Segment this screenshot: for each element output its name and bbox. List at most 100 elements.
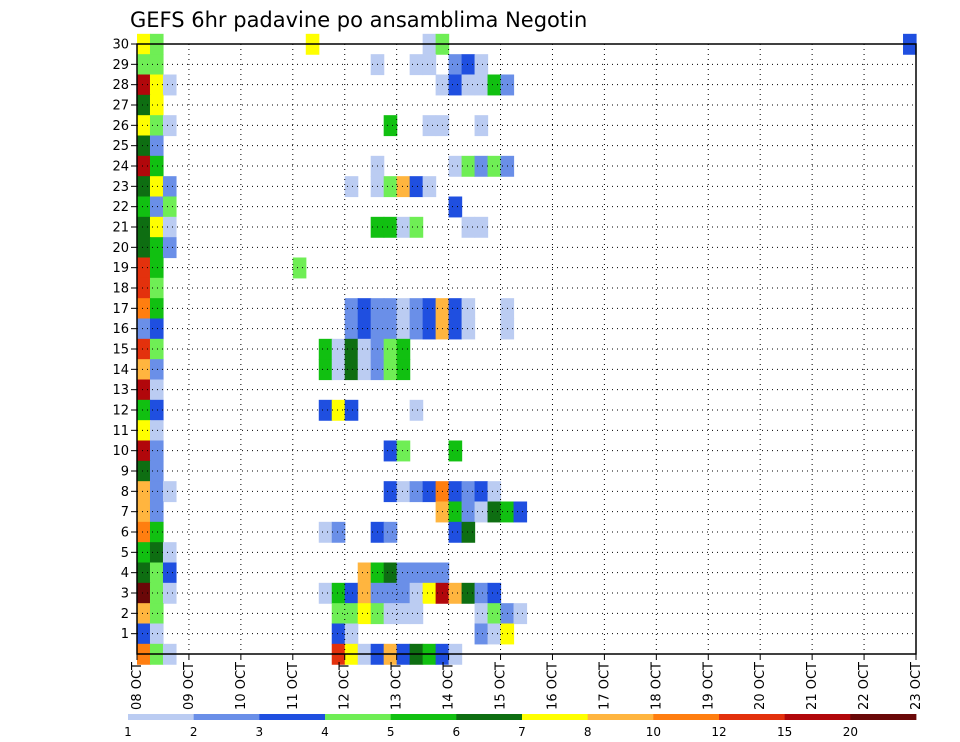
heatmap-cell <box>149 440 164 462</box>
y-axis-ticks: 1234567891011121314151617181920212223242… <box>112 38 137 642</box>
legend-swatch <box>128 714 195 720</box>
heatmap-cell <box>461 54 476 76</box>
heatmap-cell <box>162 115 177 137</box>
x-tick-label: 20 OCT <box>753 662 768 710</box>
y-tick-label: 24 <box>112 160 129 175</box>
heatmap-cell <box>422 582 437 604</box>
heatmap-cell <box>162 237 177 259</box>
x-tick-label: 15 OCT <box>494 662 509 710</box>
heatmap-cell <box>137 338 151 360</box>
heatmap-cell <box>137 379 151 401</box>
heatmap-cell <box>383 481 398 503</box>
heatmap-cell <box>383 521 398 543</box>
heatmap-cell <box>149 115 164 137</box>
plot-frame <box>136 43 917 655</box>
heatmap-cell <box>137 603 151 625</box>
heatmap-cell <box>409 603 424 625</box>
heatmap-cell <box>396 481 411 503</box>
heatmap-cell <box>396 216 411 238</box>
heatmap-cell <box>409 318 424 340</box>
heatmap-cell <box>149 582 164 604</box>
heatmap-cell <box>461 582 476 604</box>
heatmap-cell <box>137 216 151 238</box>
heatmap-cell <box>422 298 437 320</box>
heatmap-cell <box>487 155 502 177</box>
heatmap-cell <box>487 501 502 523</box>
legend-swatch <box>522 714 589 720</box>
heatmap-cell <box>137 501 151 523</box>
x-tick-label: 19 OCT <box>701 662 716 710</box>
heatmap-cell <box>149 420 164 442</box>
heatmap-cell <box>344 338 359 360</box>
heatmap-cell <box>137 521 151 543</box>
y-tick-label: 8 <box>121 485 129 500</box>
x-tick-label: 16 OCT <box>545 662 560 710</box>
heatmap-cell <box>162 582 177 604</box>
heatmap-cell <box>149 216 164 238</box>
heatmap-cell <box>149 460 164 482</box>
heatmap-cell <box>383 440 398 462</box>
heatmap-cell <box>344 318 359 340</box>
heatmap-cell <box>474 603 489 625</box>
y-tick-label: 2 <box>121 607 129 622</box>
heatmap-cell <box>461 521 476 543</box>
legend-swatch <box>850 714 917 720</box>
heatmap-cell <box>149 237 164 259</box>
heatmap-cell <box>149 74 164 96</box>
heatmap-cell <box>448 440 463 462</box>
heatmap-cell <box>137 54 151 76</box>
heatmap-cell <box>383 318 398 340</box>
heatmap-cell <box>149 155 164 177</box>
heatmap-cell <box>331 582 346 604</box>
heatmap-cell <box>162 481 177 503</box>
heatmap-cell <box>383 359 398 381</box>
x-axis-ticks: 08 OCT 09 OCT 10 OCT 11 OCT 12 OCT 13 OCT 14 O… <box>130 654 924 710</box>
heatmap-cell <box>396 562 411 584</box>
heatmap-cell <box>344 176 359 198</box>
x-tick-label: 09 OCT <box>182 662 197 710</box>
heatmap-cell <box>137 623 151 645</box>
heatmap-cell <box>149 562 164 584</box>
heatmap-cell <box>357 359 372 381</box>
heatmap-cell <box>422 562 437 584</box>
heatmap-cell <box>292 257 307 279</box>
y-tick-label: 4 <box>121 566 129 581</box>
heatmap-cell <box>357 603 372 625</box>
heatmap-cell <box>422 115 437 137</box>
legend-label: 20 <box>843 725 858 739</box>
heatmap-cell <box>396 318 411 340</box>
heatmap-cell <box>357 562 372 584</box>
x-tick-label: 11 OCT <box>286 662 301 710</box>
heatmap-cell <box>137 94 151 116</box>
y-tick-label: 3 <box>121 587 129 602</box>
heatmap-cells <box>137 33 917 665</box>
heatmap-cell <box>137 542 151 564</box>
heatmap-cell <box>383 582 398 604</box>
heatmap-cell <box>383 338 398 360</box>
heatmap-cell <box>149 94 164 116</box>
heatmap-cell <box>357 298 372 320</box>
y-tick-label: 23 <box>112 180 129 195</box>
legend-swatch <box>259 714 326 720</box>
legend-swatch <box>587 714 654 720</box>
heatmap-cell <box>487 481 502 503</box>
heatmap-cell <box>409 481 424 503</box>
heatmap-cell <box>422 481 437 503</box>
y-tick-label: 9 <box>121 465 129 480</box>
y-tick-label: 7 <box>121 505 129 520</box>
legend-swatch <box>719 714 786 720</box>
heatmap-cell <box>149 623 164 645</box>
heatmap-cell <box>137 298 151 320</box>
x-tick-label: 17 OCT <box>597 662 612 710</box>
y-tick-label: 20 <box>112 241 129 256</box>
y-tick-label: 18 <box>112 282 129 297</box>
y-tick-label: 21 <box>112 221 129 236</box>
heatmap-cell <box>461 74 476 96</box>
heatmap-cell <box>149 277 164 299</box>
heatmap-cell <box>474 481 489 503</box>
heatmap-cell <box>318 399 333 421</box>
legend-label: 6 <box>453 725 461 739</box>
heatmap-cell <box>396 440 411 462</box>
heatmap-cell <box>396 603 411 625</box>
heatmap-cell <box>513 603 528 625</box>
